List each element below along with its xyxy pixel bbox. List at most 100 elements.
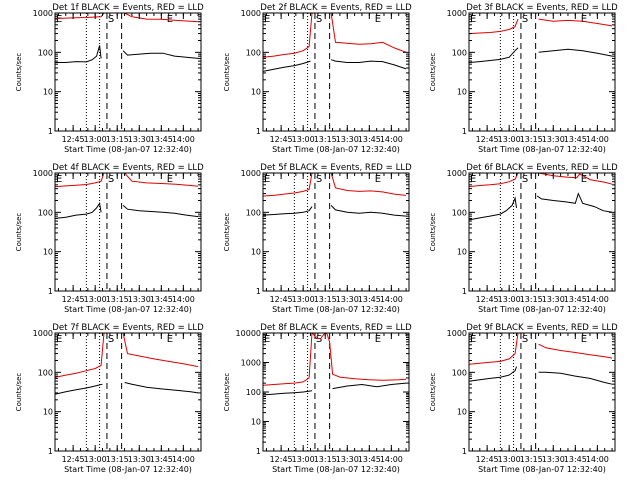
y-tick-label: 100 xyxy=(38,368,53,377)
plot-frame xyxy=(54,172,202,292)
x-tick-label: 13:00 xyxy=(84,455,107,464)
y-tick-label: 10 xyxy=(457,88,467,97)
x-tick-label: 13:30 xyxy=(128,295,151,304)
events-series-line xyxy=(469,47,613,63)
y-tick-label: 100 xyxy=(38,208,53,217)
end-marker-label: E xyxy=(375,14,381,25)
panel-title: Det 3f BLACK = Events, RED = LLD xyxy=(466,3,618,13)
panel-title: Det 9f BLACK = Events, RED = LLD xyxy=(466,323,618,333)
x-tick-label: 14:00 xyxy=(172,455,195,464)
x-tick-label: 13:00 xyxy=(498,295,521,304)
y-tick-label: 10 xyxy=(43,408,53,417)
end-marker-label: E xyxy=(56,334,62,345)
y-tick-label: 1 xyxy=(256,127,261,136)
events-series-line xyxy=(55,382,199,395)
x-tick-label: 13:00 xyxy=(84,295,107,304)
end-marker-label: E xyxy=(264,174,270,185)
y-tick-label: 1 xyxy=(256,447,261,456)
x-tick-label: 13:45 xyxy=(150,135,173,144)
x-tick-label: 13:15 xyxy=(106,135,129,144)
y-tick-label: 10 xyxy=(43,88,53,97)
y-tick-label: 1000 xyxy=(33,169,53,178)
lld-series-line xyxy=(55,333,199,378)
x-axis-label: Start Time (08-Jan-07 12:32:40) xyxy=(64,465,192,474)
plot-frame xyxy=(54,12,202,132)
y-tick-label: 1000 xyxy=(33,9,53,18)
y-tick-label: 10000 xyxy=(236,329,261,338)
x-tick-label: 12:45 xyxy=(270,135,293,144)
events-series-line xyxy=(263,205,407,217)
x-tick-label: 13:15 xyxy=(106,295,129,304)
x-tick-label: 13:15 xyxy=(106,455,129,464)
x-tick-label: 14:00 xyxy=(380,295,403,304)
x-tick-label: 13:15 xyxy=(520,295,543,304)
x-tick-label: 13:15 xyxy=(314,455,337,464)
y-tick-label: 1 xyxy=(256,287,261,296)
y-tick-label: 1 xyxy=(462,287,467,296)
x-tick-label: 13:30 xyxy=(336,295,359,304)
panel-title: Det 5f BLACK = Events, RED = LLD xyxy=(260,163,412,173)
events-series-line xyxy=(55,45,199,63)
x-axis-label: Start Time (08-Jan-07 12:32:40) xyxy=(64,145,192,154)
events-series-line xyxy=(469,192,613,221)
events-series-line xyxy=(55,201,199,219)
panel-title: Det 8f BLACK = Events, RED = LLD xyxy=(260,323,412,333)
x-axis-label: Start Time (08-Jan-07 12:32:40) xyxy=(478,305,606,314)
end-marker-label: E xyxy=(470,174,476,185)
y-axis-label: Counts/sec xyxy=(223,213,231,252)
panel-title: Det 7f BLACK = Events, RED = LLD xyxy=(52,323,204,333)
x-tick-label: 12:45 xyxy=(476,455,499,464)
plot-frame xyxy=(468,332,616,452)
panel-title: Det 4f BLACK = Events, RED = LLD xyxy=(52,163,204,173)
events-series-line xyxy=(263,382,407,396)
x-tick-label: 13:30 xyxy=(128,455,151,464)
lld-series-line xyxy=(263,13,407,58)
y-tick-label: 1000 xyxy=(447,329,467,338)
y-tick-label: 1000 xyxy=(241,359,261,368)
events-series-line xyxy=(469,366,613,385)
y-tick-label: 1 xyxy=(48,127,53,136)
panel-title: Det 1f BLACK = Events, RED = LLD xyxy=(52,3,204,13)
end-marker-label: E xyxy=(581,14,587,25)
y-tick-label: 100 xyxy=(452,368,467,377)
x-tick-label: 14:00 xyxy=(586,295,609,304)
end-marker-label: E xyxy=(375,334,381,345)
x-tick-label: 13:30 xyxy=(542,135,565,144)
x-tick-label: 12:45 xyxy=(62,455,85,464)
x-tick-label: 13:15 xyxy=(314,295,337,304)
y-tick-label: 1000 xyxy=(447,9,467,18)
y-tick-label: 100 xyxy=(246,208,261,217)
end-marker-label: E xyxy=(470,334,476,345)
lld-series-line xyxy=(263,333,407,386)
start-marker-label: S xyxy=(522,14,528,25)
plot-frame xyxy=(262,12,410,132)
plot-frame xyxy=(262,172,410,292)
start-marker-label: S xyxy=(108,14,114,25)
end-marker-label: E xyxy=(375,174,381,185)
x-tick-label: 12:45 xyxy=(62,295,85,304)
x-axis-label: Start Time (08-Jan-07 12:32:40) xyxy=(478,145,606,154)
x-tick-label: 13:15 xyxy=(520,135,543,144)
x-tick-label: 13:00 xyxy=(292,295,315,304)
x-tick-label: 13:30 xyxy=(542,295,565,304)
y-tick-label: 1 xyxy=(462,127,467,136)
start-marker-label: S xyxy=(522,174,528,185)
x-tick-label: 13:45 xyxy=(358,295,381,304)
end-marker-label: E xyxy=(167,334,173,345)
y-axis-label: Counts/sec xyxy=(223,373,231,412)
plot-frame xyxy=(262,332,410,452)
end-marker-label: E xyxy=(56,174,62,185)
y-tick-label: 1 xyxy=(48,287,53,296)
panel-title: Det 2f BLACK = Events, RED = LLD xyxy=(260,3,412,13)
x-axis-label: Start Time (08-Jan-07 12:32:40) xyxy=(478,465,606,474)
end-marker-label: E xyxy=(167,174,173,185)
y-tick-label: 100 xyxy=(452,208,467,217)
start-marker-label: S xyxy=(108,334,114,345)
